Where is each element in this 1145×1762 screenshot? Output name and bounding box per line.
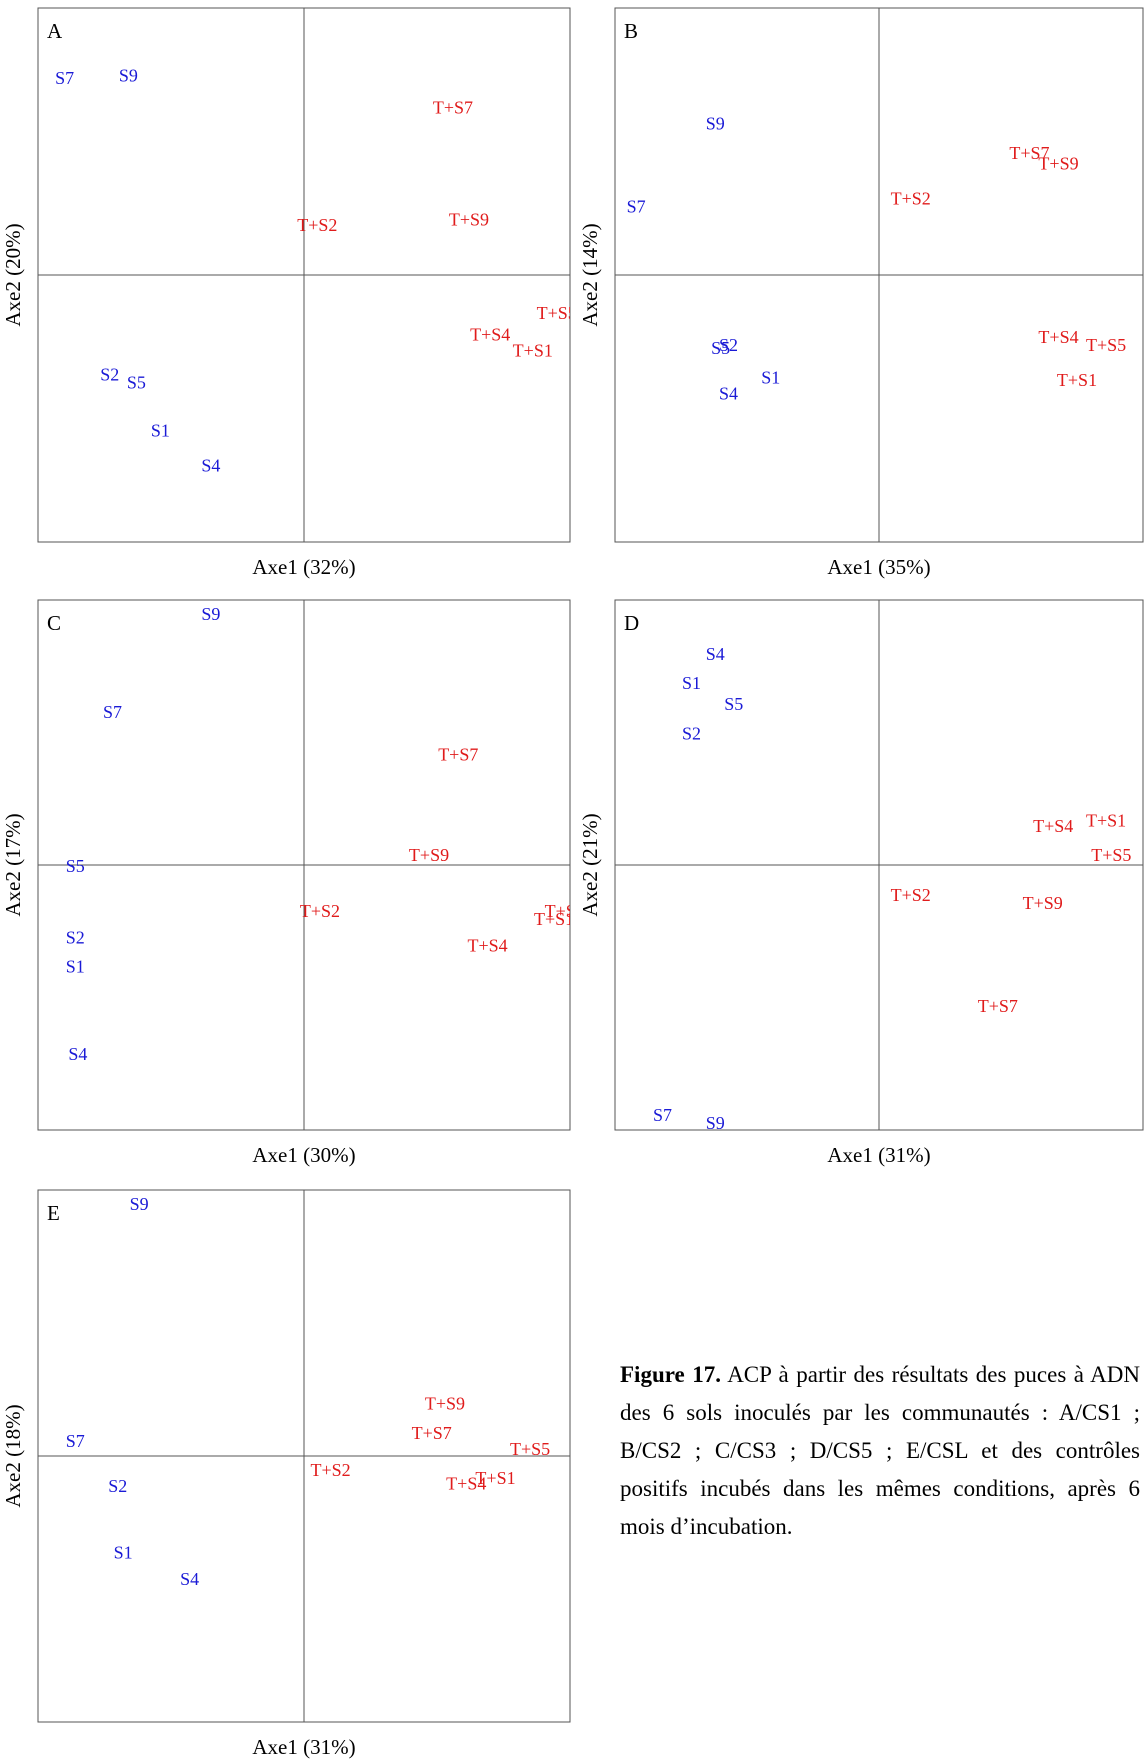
y-axis-label: Axe2 (21%): [578, 813, 602, 916]
point-label-s9: S9: [130, 1194, 149, 1214]
point-label-s9: S9: [706, 114, 725, 134]
point-label-tplus-s2: T+S2: [300, 901, 340, 921]
point-label-tplus-s7: T+S7: [978, 996, 1018, 1016]
pca-panel-c: C Axe1 (30%) Axe2 (17%) S9 S7 S5 S2 S1 S4 T+S7 T+S…: [1, 599, 585, 1167]
point-label-tplus-s2: T+S2: [891, 885, 931, 905]
point-label-s2: S2: [719, 335, 738, 355]
point-label-tplus-s2: T+S2: [311, 1460, 351, 1480]
point-label-s7: S7: [103, 702, 122, 722]
point-label-tplus-s4: T+S4: [470, 325, 510, 345]
point-label-tplus-s4: T+S4: [467, 935, 507, 955]
point-label-tplus-s5: T+S5: [1091, 845, 1131, 865]
point-label-tplus-s9: T+S9: [1023, 893, 1063, 913]
point-label-s9: S9: [119, 66, 138, 86]
point-label-tplus-s1: T+S1: [534, 909, 574, 929]
point-label-s7: S7: [55, 68, 74, 88]
panel-letter: D: [624, 611, 639, 635]
point-labels: S9 S7 S5 S2 S1 S4 T+S7 T+S9 T+S2 T+S5T+S1 T+S4: [66, 604, 585, 1064]
point-label-tplus-s7: T+S7: [1009, 143, 1049, 163]
x-axis-label: Axe1 (30%): [252, 1143, 355, 1167]
point-label-s4: S4: [201, 455, 220, 475]
point-label-s2: S2: [66, 927, 85, 947]
point-label-tplus-s5: T+S5: [545, 901, 585, 921]
panel-letter: B: [624, 19, 638, 43]
point-label-tplus-s7: T+S7: [433, 98, 473, 118]
point-label-s1: S1: [114, 1543, 133, 1563]
point-label-s1: S1: [66, 956, 85, 976]
point-label-s5: S5: [724, 694, 743, 714]
point-label-tplus-s9: T+S9: [449, 210, 489, 230]
point-labels: S9 S7 S2 S1 S4 T+S9 T+S7 T+S5 T+S2 T+S1T+S4: [66, 1194, 550, 1589]
x-axis-label: Axe1 (31%): [827, 1143, 930, 1167]
point-label-s9: S9: [706, 1113, 725, 1133]
point-label-s7: S7: [627, 196, 646, 216]
point-label-s1: S1: [682, 673, 701, 693]
y-axis-label: Axe2 (20%): [1, 223, 25, 326]
point-label-tplus-s7: T+S7: [438, 744, 478, 764]
point-label-tplus-s4: T+S4: [1038, 327, 1078, 347]
point-label-tplus-s7: T+S7: [412, 1423, 452, 1443]
panel-letter: E: [47, 1201, 60, 1225]
figure-caption-label: Figure 17.: [620, 1362, 721, 1387]
point-label-tplus-s9: T+S9: [1038, 154, 1078, 174]
point-label-s1: S1: [761, 367, 780, 387]
panel-letter: C: [47, 611, 61, 635]
point-label-tplus-s1: T+S1: [513, 341, 553, 361]
point-label-s7: S7: [66, 1431, 85, 1451]
y-axis-label: Axe2 (14%): [578, 223, 602, 326]
point-label-tplus-s1: T+S1: [1086, 811, 1126, 831]
point-label-s5: S5: [711, 338, 730, 358]
point-label-s4: S4: [706, 644, 725, 664]
point-label-s1: S1: [151, 421, 170, 441]
point-label-s9: S9: [201, 604, 220, 624]
point-label-tplus-s1: T+S1: [475, 1468, 515, 1488]
point-label-tplus-s2: T+S2: [297, 215, 337, 235]
x-axis-label: Axe1 (32%): [252, 555, 355, 579]
point-label-s5: S5: [127, 373, 146, 393]
y-axis-label: Axe2 (17%): [1, 813, 25, 916]
point-label-tplus-s5: T+S5: [510, 1439, 550, 1459]
point-label-tplus-s1: T+S1: [1057, 370, 1097, 390]
point-label-s2: S2: [100, 365, 119, 385]
y-axis-label: Axe2 (18%): [1, 1404, 25, 1507]
pca-panel-a: A Axe1 (32%) Axe2 (20%) S7 S9 S2 S5 S1 S4 T+S7 T+S…: [1, 7, 577, 579]
point-label-s5: S5: [66, 856, 85, 876]
point-label-tplus-s9: T+S9: [409, 845, 449, 865]
point-label-tplus-s9: T+S9: [425, 1394, 465, 1414]
x-axis-label: Axe1 (35%): [827, 555, 930, 579]
point-label-tplus-s5: T+S5: [537, 303, 577, 323]
point-labels: S7 S9 S2 S5 S1 S4 T+S7 T+S2 T+S9 T+S5 T+S4T+S1: [55, 66, 577, 476]
point-label-s4: S4: [180, 1569, 199, 1589]
pca-panel-e: E Axe1 (31%) Axe2 (18%) S9 S7 S2 S1 S4 T+S9 T+S7 T…: [1, 1189, 571, 1759]
point-label-tplus-s4: T+S4: [1033, 816, 1073, 836]
point-label-tplus-s4: T+S4: [446, 1473, 486, 1493]
x-axis-label: Axe1 (31%): [252, 1735, 355, 1759]
figure-caption-text: ACP à partir des résultats des puces à A…: [620, 1362, 1141, 1539]
panel-letter: A: [47, 19, 63, 43]
point-label-s2: S2: [682, 723, 701, 743]
figure-caption: Figure 17. ACP à partir des résultats de…: [620, 1356, 1140, 1546]
point-label-tplus-s2: T+S2: [891, 188, 931, 208]
point-label-s7: S7: [653, 1105, 672, 1125]
point-label-s4: S4: [68, 1044, 87, 1064]
point-label-s4: S4: [719, 383, 738, 403]
point-label-tplus-s5: T+S5: [1086, 335, 1126, 355]
point-label-s2: S2: [108, 1476, 127, 1496]
